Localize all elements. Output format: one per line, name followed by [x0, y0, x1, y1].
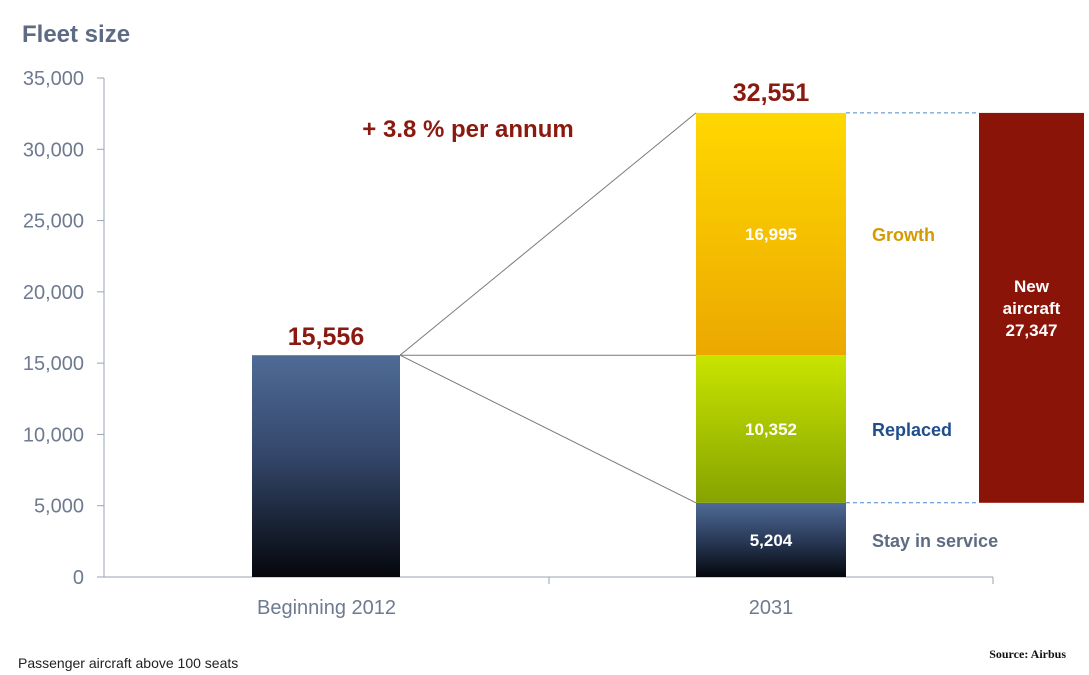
y-tick-label: 5,000 [34, 496, 84, 518]
y-tick-label: 0 [73, 567, 84, 589]
replaced-legend: Replaced [872, 420, 952, 440]
new-aircraft-value-label: 27,347 [1006, 321, 1058, 340]
growth-rate-annotation: + 3.8 % per annum [362, 116, 573, 143]
replaced-value-label: 10,352 [745, 420, 797, 439]
new-aircraft-label-line1: New [1014, 277, 1050, 296]
bar-2012-value-label: 15,556 [288, 323, 364, 351]
y-tick-label: 10,000 [23, 424, 84, 446]
stay-in-service-value-label: 5,204 [750, 531, 793, 550]
chart-title: Fleet size [22, 21, 130, 48]
y-axis-ticks: 0 5,000 10,000 15,000 20,000 25,000 30,000 35,0… [23, 68, 104, 589]
new-aircraft-label-line2: aircraft [1003, 299, 1061, 318]
segment-growth [696, 112, 846, 356]
connector-line [399, 112, 697, 356]
segment-stay-in-service [696, 502, 846, 577]
y-tick-label: 30,000 [23, 139, 84, 161]
bar-2031-total-label: 32,551 [733, 79, 810, 107]
x-label-2031: 2031 [749, 597, 794, 619]
y-tick-label: 25,000 [23, 211, 84, 233]
growth-legend: Growth [872, 225, 935, 245]
connector-lines [399, 112, 697, 504]
footnote: Passenger aircraft above 100 seats [18, 655, 238, 671]
x-label-beginning-2012: Beginning 2012 [257, 597, 396, 619]
segment-replaced [696, 355, 846, 503]
stay-in-service-legend: Stay in service [872, 531, 998, 551]
bars [252, 112, 1084, 577]
axes [103, 78, 994, 584]
y-tick-label: 35,000 [23, 68, 84, 90]
source-note: Source: Airbus [989, 647, 1066, 661]
bar-beginning-2012 [252, 355, 400, 577]
connector-line [399, 354, 697, 504]
bar-new-aircraft [979, 112, 1084, 503]
growth-value-label: 16,995 [745, 225, 797, 244]
y-tick-label: 20,000 [23, 282, 84, 304]
y-tick-label: 15,000 [23, 353, 84, 375]
